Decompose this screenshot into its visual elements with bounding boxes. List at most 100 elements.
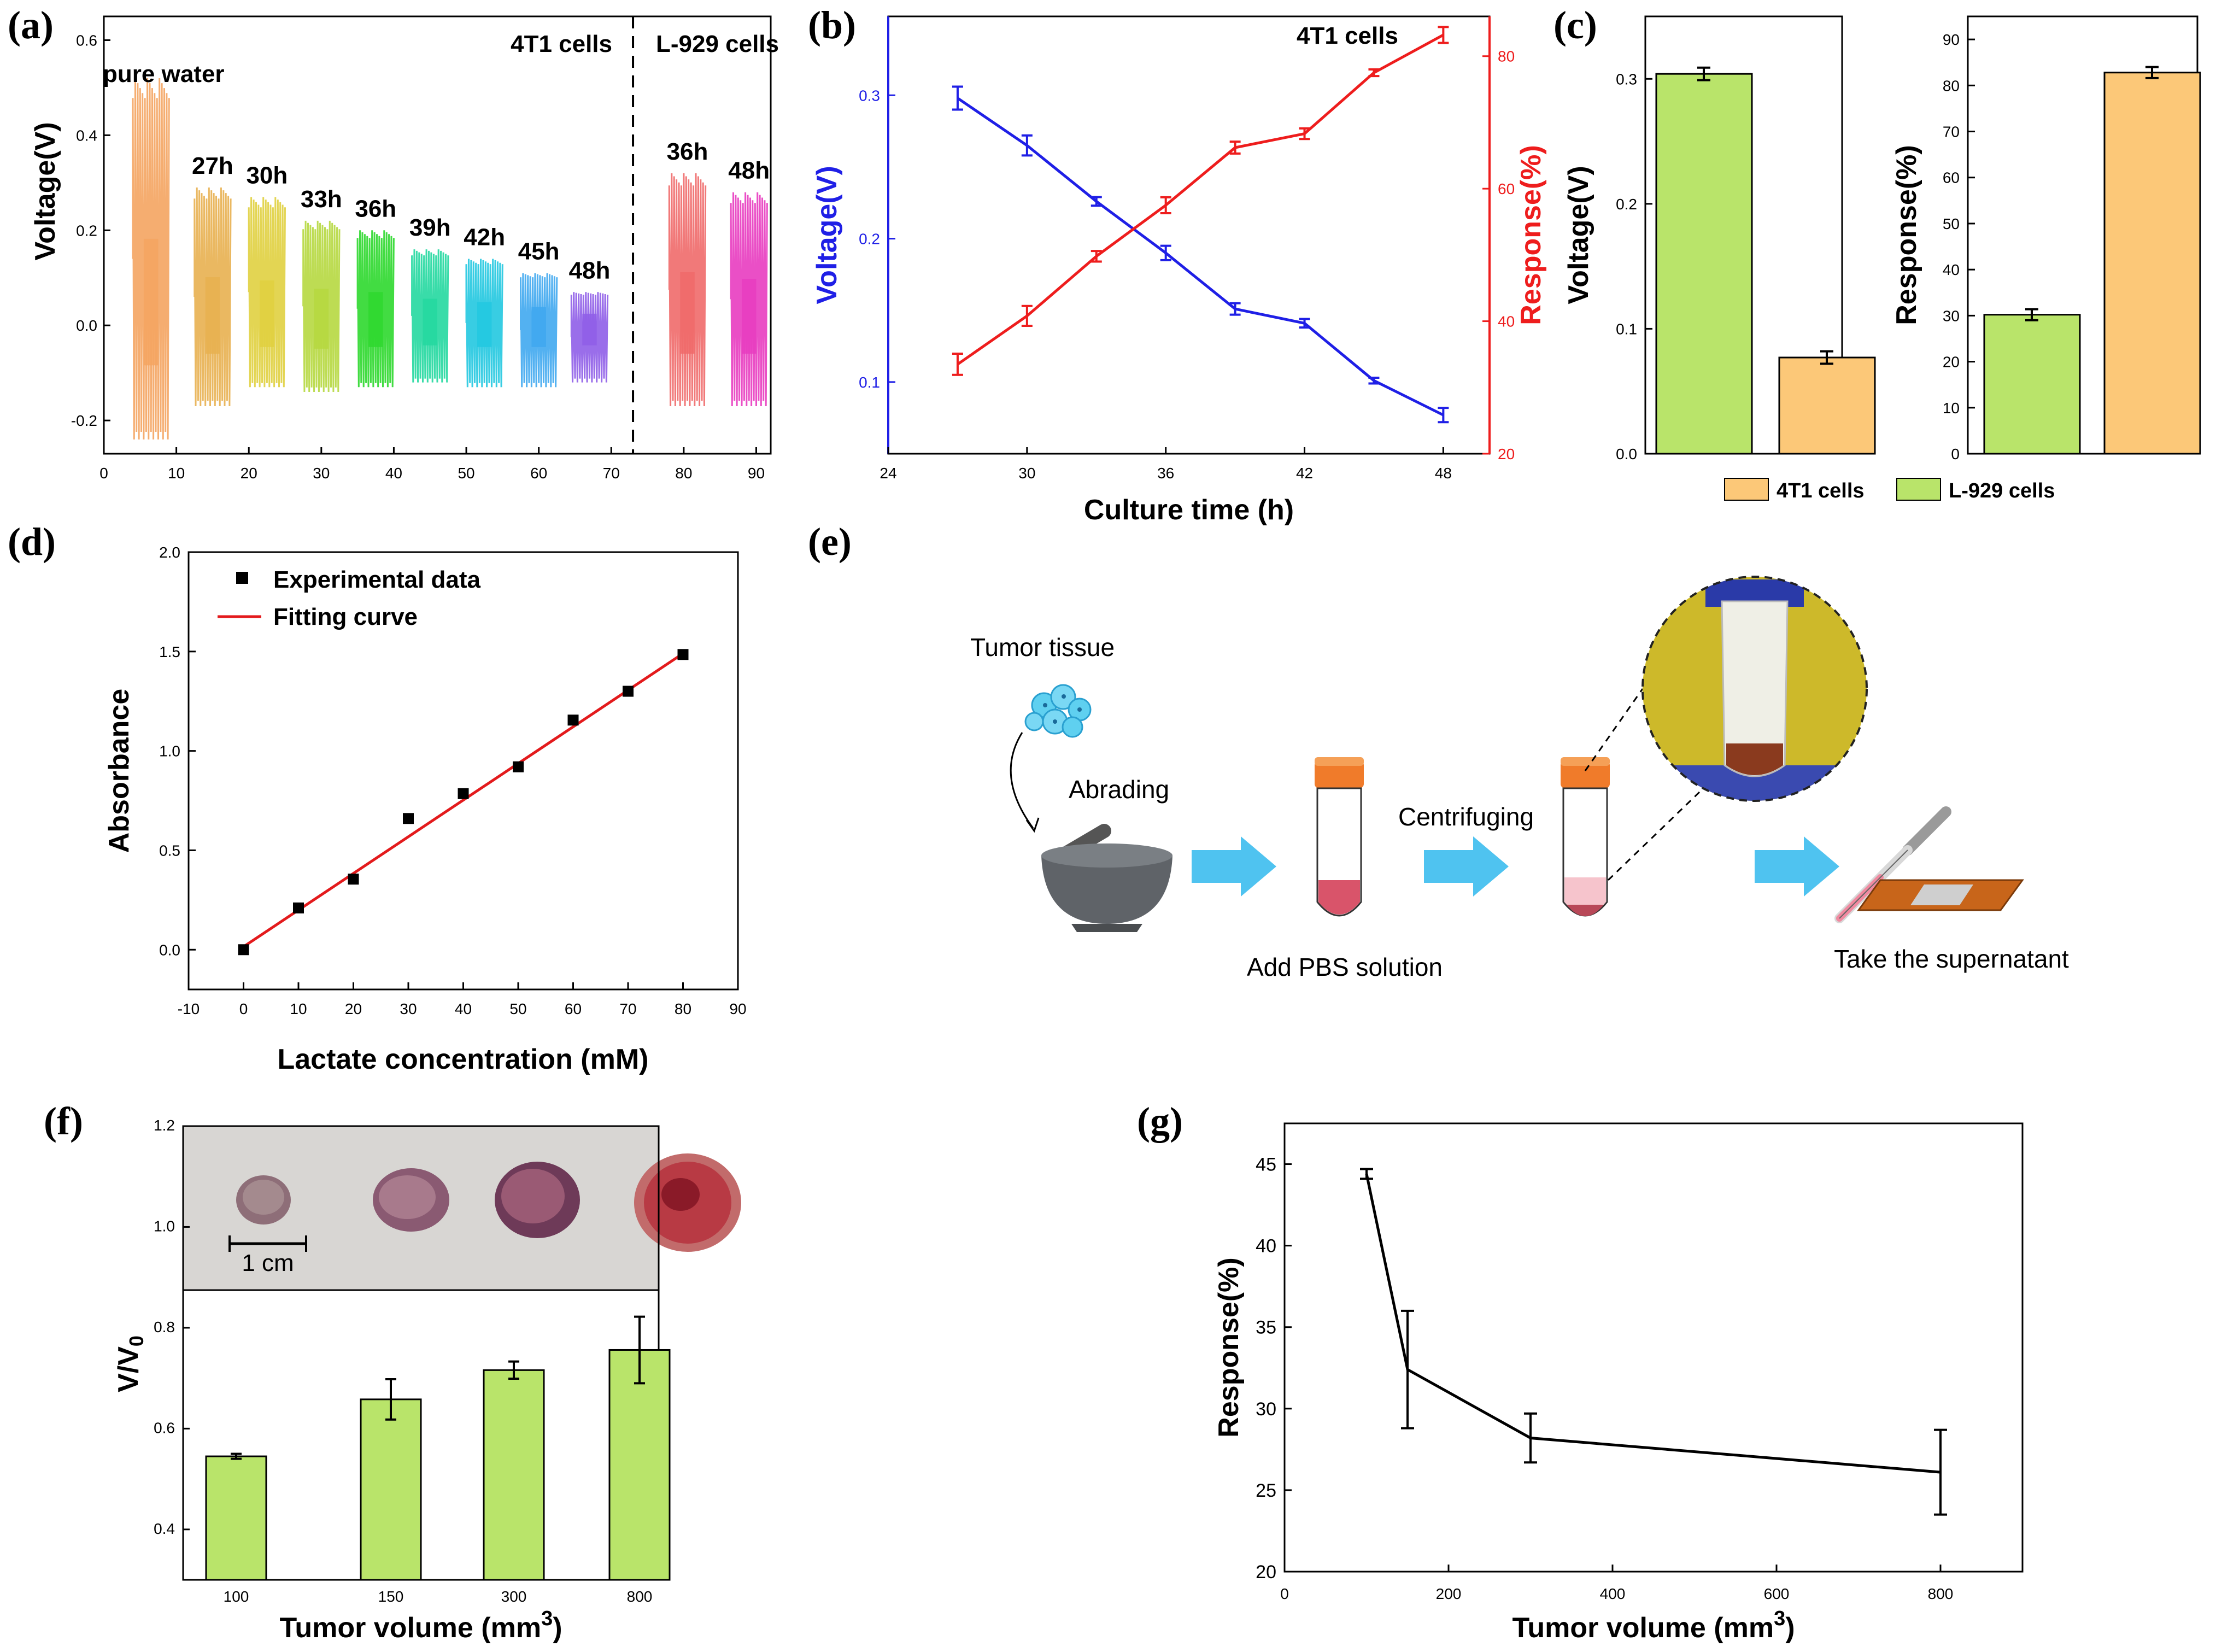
panel-b-xtick-label: 24 xyxy=(880,465,896,482)
panel-b-y2tick-label: 40 xyxy=(1498,313,1515,330)
panel-c-response-bar-1 xyxy=(2103,72,2201,455)
panel-c-response-ytick-label: 0 xyxy=(1951,446,1960,462)
panel-a-signal-core-7 xyxy=(531,307,546,347)
panel-d-xlabel: Lactate concentration (mM) xyxy=(278,1044,649,1075)
label-abrading: Abrading xyxy=(1069,775,1169,804)
panel-f-bar-2 xyxy=(483,1369,545,1581)
panel-a-signal-core-3 xyxy=(314,289,329,349)
panel-a-signal-core-5 xyxy=(423,298,437,345)
panel-d-ytick-label: 1.5 xyxy=(159,643,180,660)
panel-d-ytick-label: 0.0 xyxy=(159,941,180,958)
panel-b-series-voltage xyxy=(957,97,1444,417)
panel-c-voltage-ytick-label: 0.0 xyxy=(1616,446,1637,462)
panel-f-bar-1 xyxy=(360,1398,422,1581)
panel-b-ytick-label: 0.1 xyxy=(859,374,880,391)
panel-c-voltage-ylabel: Voltage(V) xyxy=(1563,166,1594,304)
panel-c-response-ytick-label: 40 xyxy=(1943,261,1960,278)
panel-c-voltage-ytick-label: 0.3 xyxy=(1616,71,1637,87)
panel-g-xtick-label: 400 xyxy=(1600,1585,1626,1602)
panel-d-data-point xyxy=(677,649,689,660)
panel-d-xtick-label: 40 xyxy=(455,1000,472,1017)
panel-a-xtick-label: 30 xyxy=(313,465,330,482)
legend-label-l929: L-929 cells xyxy=(1949,479,2055,502)
panel-d-chart: -10 0 10 20 30 40 50 60 70 80 90 0.0 0.5 1.0 1.5 2.0 Ab… xyxy=(103,544,747,1075)
panel-b-frame xyxy=(887,15,1491,455)
panel-a-segment-label: 36h xyxy=(355,195,396,222)
centrifuge-photo-inset xyxy=(1641,576,1868,802)
panel-b-xtick-label: 48 xyxy=(1435,465,1452,482)
panel-f-ytick-label: 1.2 xyxy=(154,1117,175,1134)
zoom-line-upper xyxy=(1584,688,1644,771)
panel-d-data-point xyxy=(348,874,359,885)
panel-d-ytick-label: 2.0 xyxy=(159,544,180,561)
panel-d-xtick-label: 90 xyxy=(729,1000,746,1017)
panel-c-voltage-bar-1 xyxy=(1778,356,1876,455)
panel-a-segment-label: pure water xyxy=(103,61,225,87)
panel-a-ytick-label: 0.6 xyxy=(76,32,97,49)
panel-a-frame xyxy=(103,15,772,455)
panel-a-signal-core-10 xyxy=(741,279,757,354)
panel-a-xtick-label: 50 xyxy=(458,465,474,482)
panel-a-xtick-label: 90 xyxy=(748,465,765,482)
panel-c-voltage-bar-0 xyxy=(1655,73,1753,455)
panel-g-xtick-label: 800 xyxy=(1928,1585,1954,1602)
panel-label-a: (a) xyxy=(8,3,54,47)
panel-c-response-ytick-label: 10 xyxy=(1943,400,1960,417)
panel-f-ytick-label: 0.4 xyxy=(154,1520,175,1537)
legend-swatch-4t1 xyxy=(1724,478,1769,501)
legend-label-4t1: 4T1 cells xyxy=(1777,479,1865,502)
panel-g-ytick-label: 35 xyxy=(1256,1317,1276,1338)
panel-d-xtick-label: 10 xyxy=(290,1000,307,1017)
panel-f-bar-3 xyxy=(608,1349,671,1581)
panel-a-signal-core-9 xyxy=(680,272,695,354)
panel-a-xtick-label: 70 xyxy=(603,465,620,482)
panel-a-ylabel: Voltage(V) xyxy=(30,122,61,260)
panel-c-response-ytick-label: 80 xyxy=(1943,77,1960,94)
panel-b-ylabel-left: Voltage(V) xyxy=(811,166,843,304)
legend-label-fit: Fitting curve xyxy=(273,604,418,630)
panel-b-y2tick-label: 20 xyxy=(1498,446,1515,462)
panel-g-ytick-label: 40 xyxy=(1256,1236,1276,1257)
panel-a-signal-core-4 xyxy=(368,292,383,347)
panel-c-response-ytick-label: 70 xyxy=(1943,124,1960,140)
process-arrow-3 xyxy=(1755,836,1839,897)
panel-f-xtick-label: 100 xyxy=(224,1588,249,1605)
panel-a-segment-label: 36h xyxy=(667,138,708,165)
scale-bar-label: 1 cm xyxy=(242,1250,294,1276)
panel-a-signal-core-0 xyxy=(143,238,159,366)
panel-d-xtick-label: 60 xyxy=(565,1000,582,1017)
panel-g-ytick-label: 30 xyxy=(1256,1399,1276,1420)
panel-a-segment-label: 45h xyxy=(518,238,560,265)
panel-a-xtick-label: 20 xyxy=(241,465,257,482)
panel-d-frame xyxy=(187,551,739,991)
panel-a-xtick-label: 60 xyxy=(530,465,547,482)
panel-a-xtick-label: 10 xyxy=(168,465,185,482)
panel-d-ytick-label: 0.5 xyxy=(159,842,180,859)
legend-swatch-l929 xyxy=(1896,478,1941,501)
panel-b-ytick-label: 0.3 xyxy=(859,87,880,104)
panel-f-ytick-label: 0.6 xyxy=(154,1419,175,1436)
label-add-pbs: Add PBS solution xyxy=(1247,953,1443,981)
panel-b-xlabel: Culture time (h) xyxy=(1084,494,1294,526)
panel-a-xtick-label: 80 xyxy=(675,465,692,482)
panel-d-fit-line xyxy=(243,652,684,948)
panel-a-xtick-label: 40 xyxy=(385,465,402,482)
panel-e-schematic: Tumor tissue Abrading xyxy=(970,576,2069,981)
panel-a-segment-label: 39h xyxy=(409,214,451,241)
panel-label-d: (d) xyxy=(8,520,56,564)
panel-d-legend: Experimental data Fitting curve xyxy=(218,566,481,630)
panel-a-segment-label: 33h xyxy=(301,186,342,213)
panel-g-xtick-label: 200 xyxy=(1436,1585,1462,1602)
panel-f-ylabel: V/V0 xyxy=(113,1335,148,1392)
panel-a-signal-core-8 xyxy=(582,313,597,345)
panel-g-frame xyxy=(1283,1122,2024,1573)
panel-g-xtick-label: 0 xyxy=(1280,1585,1289,1602)
panel-a-segment-label: 48h xyxy=(728,157,770,184)
panel-a-signal-core-6 xyxy=(477,302,492,347)
panel-c-response-ytick-label: 90 xyxy=(1943,31,1960,48)
panel-f-bar-0 xyxy=(205,1455,267,1581)
panel-a-region-l929: L-929 cells xyxy=(656,31,779,57)
tumor-photo-specimens xyxy=(236,1153,741,1252)
panel-b-y2tick-label: 80 xyxy=(1498,48,1515,65)
panel-d-xtick-label: 20 xyxy=(345,1000,362,1017)
